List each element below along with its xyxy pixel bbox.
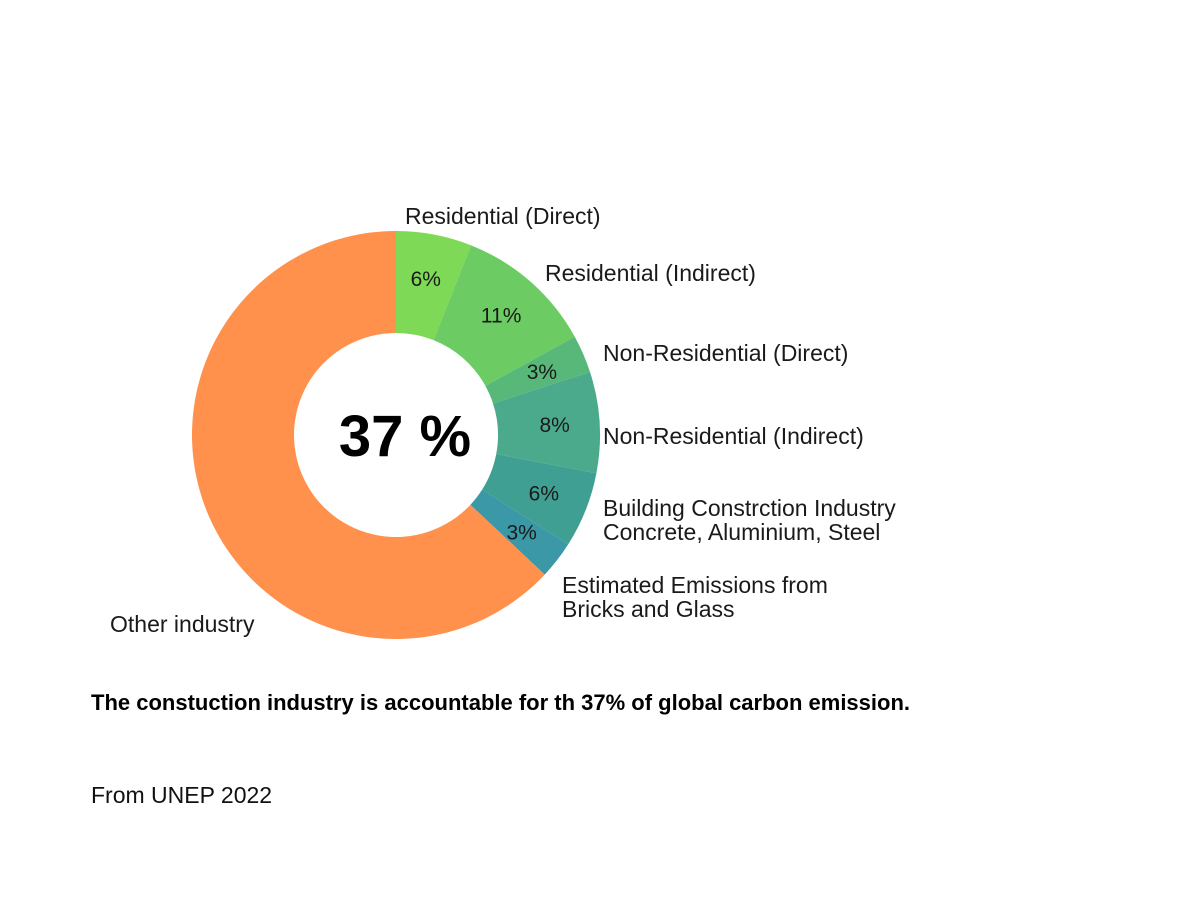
donut-chart: 6%11%3%8%6%3% Residential (Direct)Reside… [110, 203, 896, 639]
donut-slices [192, 231, 600, 639]
source-note: From UNEP 2022 [91, 782, 273, 808]
slice-non-residential-indirect [493, 371, 600, 474]
slice-value-label: 6% [529, 483, 559, 506]
slice-residential-direct [396, 231, 472, 341]
slice-value-label: 3% [506, 521, 536, 544]
slice-value-labels: 6% 11% 3% 8% 6% 3% [411, 268, 570, 545]
slice-building-constrction-industry-concrete-aluminium-steel [482, 454, 597, 545]
center-label: 37 % [339, 404, 471, 469]
slice-value-label: 8% [540, 414, 570, 437]
slice-value-label: 3% [527, 361, 557, 384]
slice-residential-indirect [433, 245, 575, 386]
slice-other-industry [192, 231, 545, 639]
slice-estimated-emissions-from-bricks-and-glass [470, 489, 569, 575]
category-label: Estimated Emissions from Bricks and Glass [562, 572, 828, 622]
category-label: Building Constrction Industry Concrete, A… [603, 495, 896, 545]
slice-value-label: 11% [481, 305, 521, 328]
category-labels: Residential (Direct) Residential (Indirec… [110, 203, 896, 637]
category-label: Residential (Direct) [405, 203, 601, 229]
slice-non-residential-direct [485, 336, 591, 404]
category-label: Other industry [110, 611, 255, 637]
category-label: Non-Residential (Indirect) [603, 423, 864, 449]
slice-value-label: 6% [411, 268, 441, 291]
chart-caption: The constuction industry is accountable … [91, 690, 911, 715]
category-label: Non-Residential (Direct) [603, 340, 848, 366]
category-label: Residential (Indirect) [545, 260, 756, 286]
